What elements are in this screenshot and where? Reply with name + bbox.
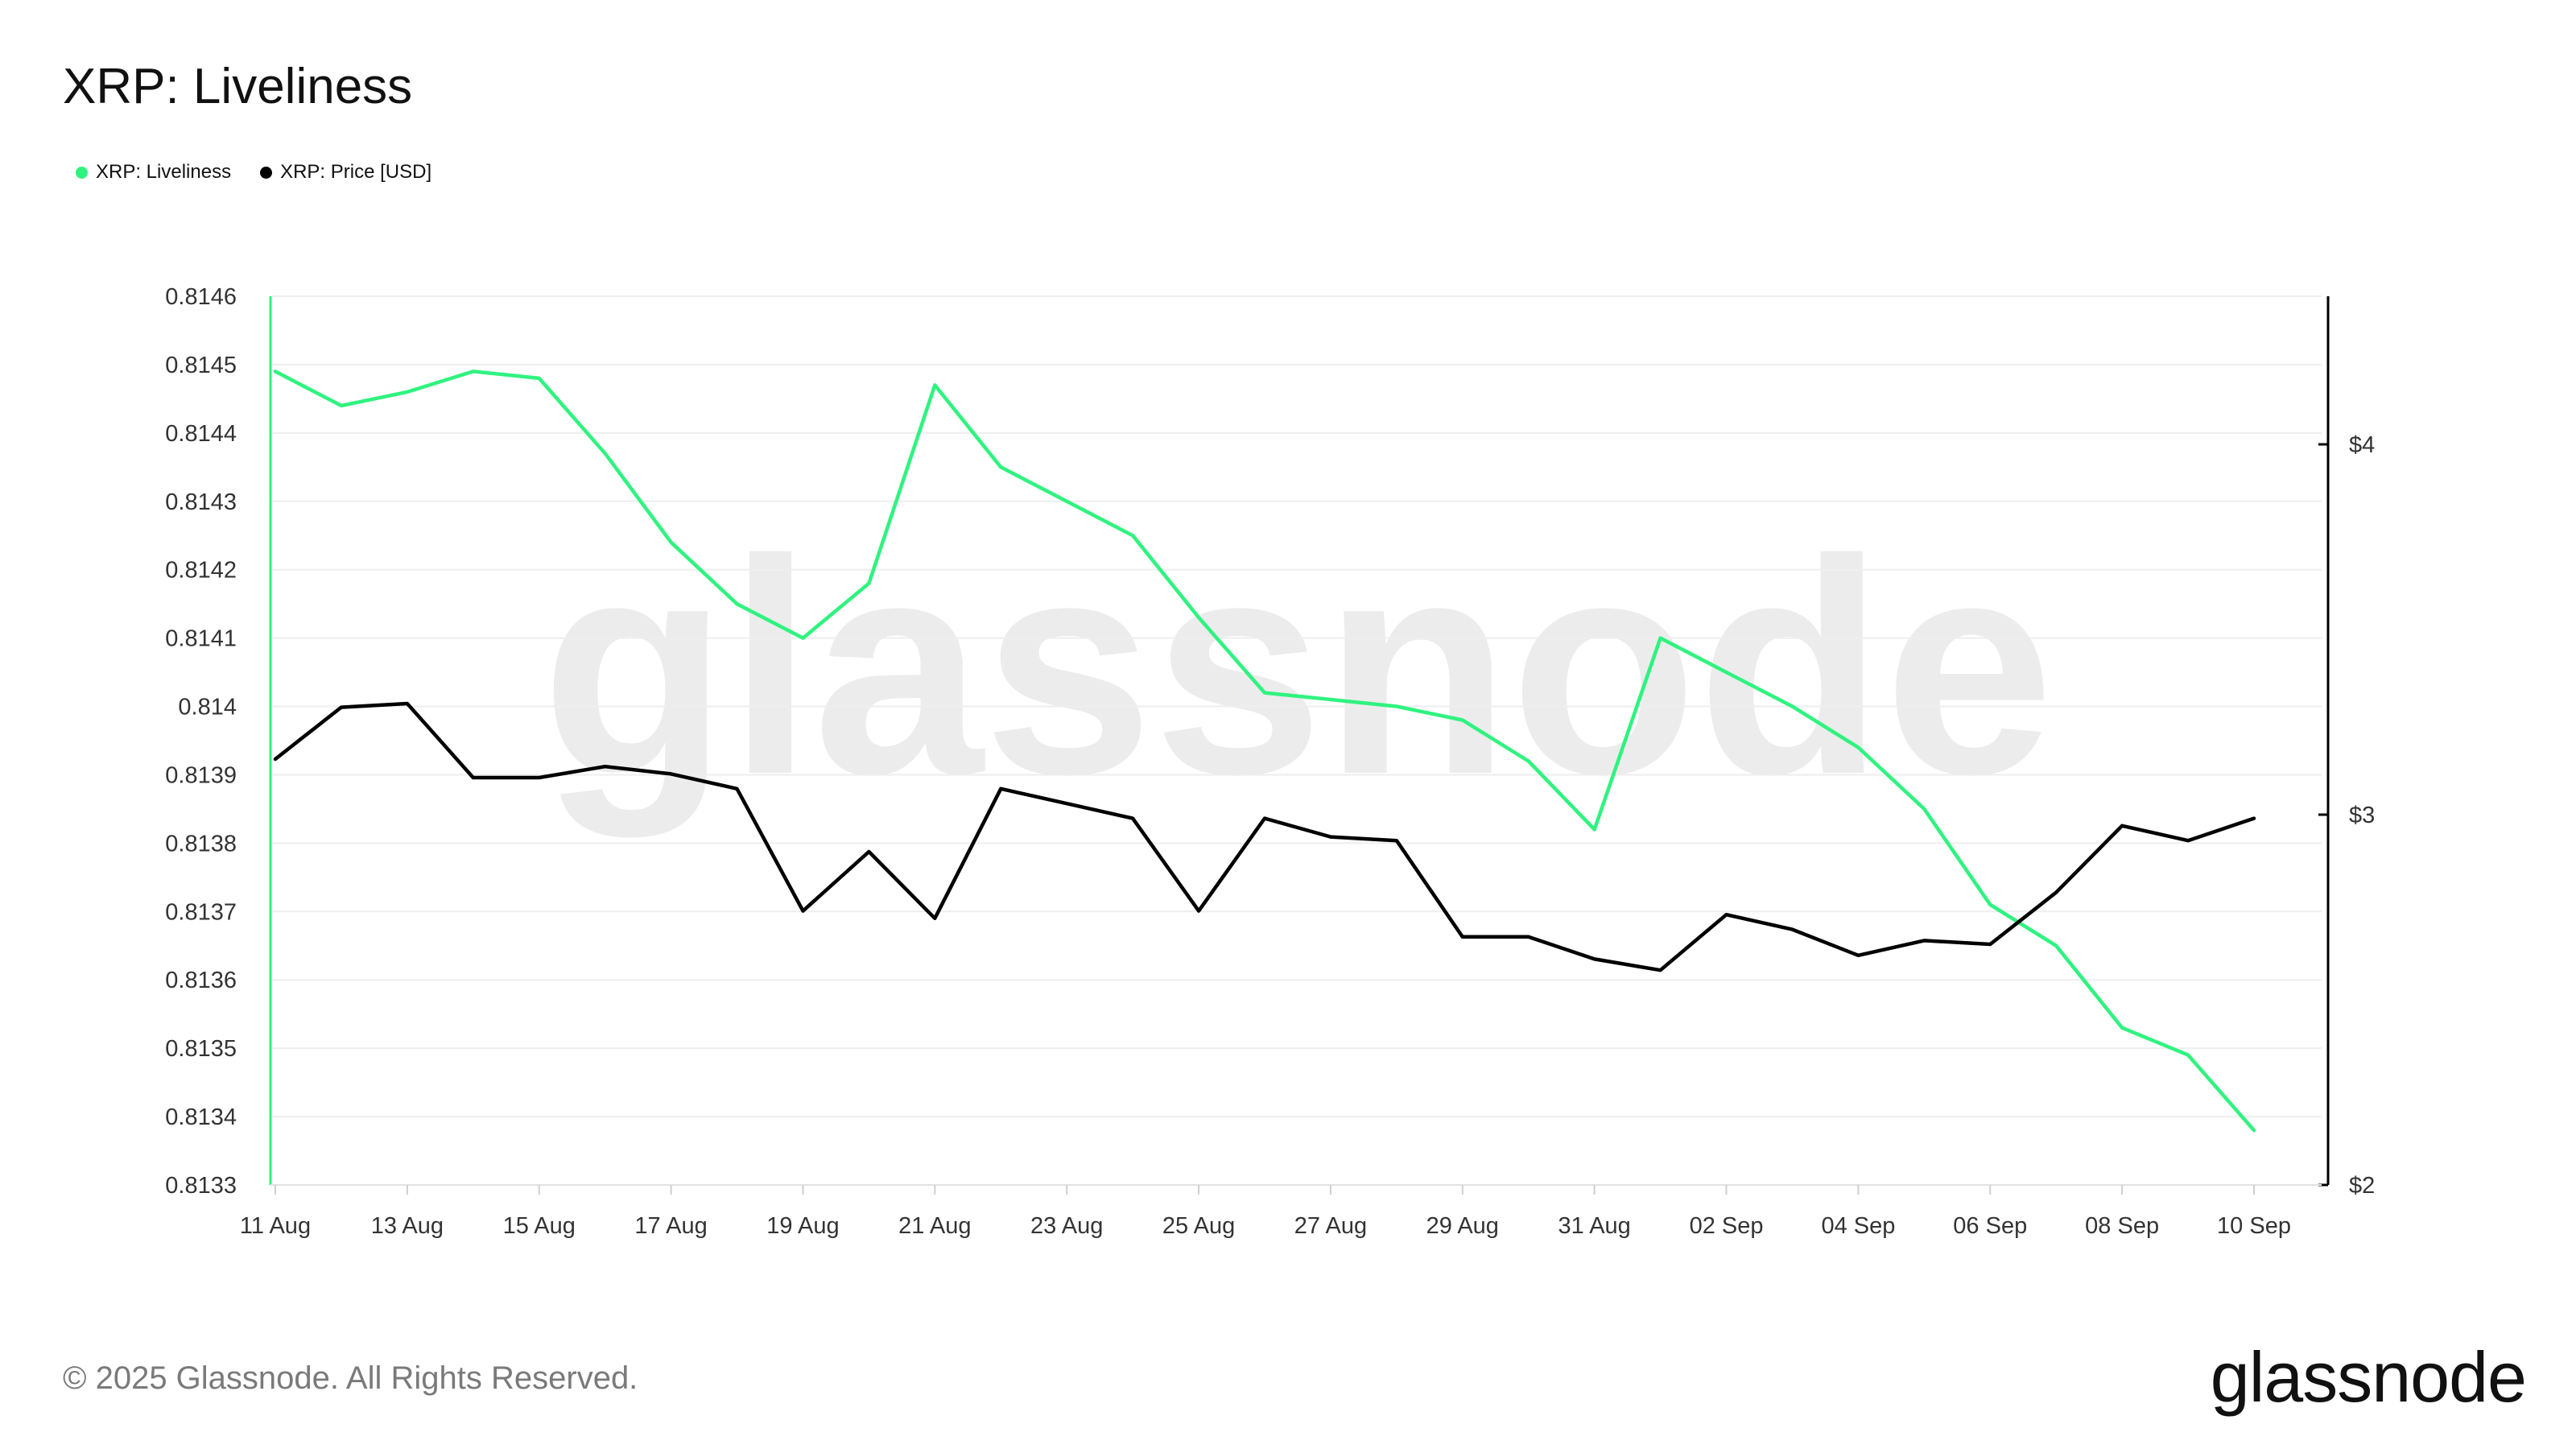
right-axis: $2 $3 $4 bbox=[2318, 296, 2375, 1199]
price-line bbox=[273, 701, 2256, 972]
y-left-tick-label: 0.8136 bbox=[165, 968, 237, 993]
series-lines bbox=[273, 369, 2256, 1133]
x-tick-label: 21 Aug bbox=[898, 1213, 971, 1239]
liveliness-line bbox=[273, 369, 2256, 1133]
legend-dot-liveliness bbox=[76, 166, 88, 179]
glassnode-logo[interactable]: glassnode bbox=[2210, 1337, 2527, 1417]
y-left-tick-label: 0.8145 bbox=[165, 353, 237, 378]
x-tick-label: 15 Aug bbox=[503, 1213, 576, 1239]
x-tick-label: 25 Aug bbox=[1162, 1213, 1235, 1239]
watermark: glassnode bbox=[541, 496, 2054, 840]
x-tick-label: 08 Sep bbox=[2085, 1213, 2159, 1239]
x-tick-label: 31 Aug bbox=[1558, 1213, 1631, 1239]
x-tick-label: 06 Sep bbox=[1953, 1213, 2027, 1239]
y-left-tick-label: 0.8141 bbox=[165, 626, 237, 652]
legend-label-price: XRP: Price [USD] bbox=[280, 161, 432, 183]
chart-title: XRP: Liveliness bbox=[63, 59, 413, 114]
x-tick-label: 29 Aug bbox=[1426, 1213, 1499, 1239]
x-tick-label: 10 Sep bbox=[2217, 1213, 2291, 1239]
x-tick-label: 17 Aug bbox=[634, 1213, 707, 1239]
x-tick-label: 19 Aug bbox=[766, 1213, 839, 1239]
x-axis: 11 Aug 13 Aug 15 Aug 17 Aug 19 Aug 21 Aug 23 A… bbox=[240, 1184, 2322, 1239]
y-left-tick-label: 0.8134 bbox=[165, 1104, 237, 1130]
y-right-tick-label: $4 bbox=[2349, 432, 2375, 458]
chart-legend: XRP: Liveliness XRP: Price [USD] bbox=[76, 161, 431, 184]
legend-item-price[interactable]: XRP: Price [USD] bbox=[260, 161, 431, 184]
left-axis: 0.8133 0.8134 0.8135 0.8136 0.8137 0.8138 0.81… bbox=[165, 284, 272, 1199]
x-tick-label: 04 Sep bbox=[1821, 1213, 1895, 1239]
y-left-tick-label: 0.8143 bbox=[165, 489, 237, 515]
y-left-tick-label: 0.8135 bbox=[165, 1036, 237, 1062]
legend-label-liveliness: XRP: Liveliness bbox=[96, 161, 232, 183]
x-tick-label: 23 Aug bbox=[1030, 1213, 1103, 1239]
copyright-footer: © 2025 Glassnode. All Rights Reserved. bbox=[63, 1360, 638, 1396]
y-left-tick-label: 0.8146 bbox=[165, 284, 237, 310]
y-left-tick-label: 0.8139 bbox=[165, 762, 237, 788]
y-left-tick-label: 0.8137 bbox=[165, 899, 237, 925]
y-left-tick-label: 0.814 bbox=[178, 695, 237, 720]
legend-dot-price bbox=[260, 166, 273, 179]
y-right-tick-label: $2 bbox=[2349, 1173, 2375, 1199]
y-right-tick-label: $3 bbox=[2349, 803, 2375, 828]
x-tick-label: 02 Sep bbox=[1690, 1213, 1764, 1239]
y-left-tick-label: 0.8133 bbox=[165, 1173, 237, 1199]
x-tick-label: 13 Aug bbox=[371, 1213, 444, 1239]
legend-item-liveliness[interactable]: XRP: Liveliness bbox=[76, 161, 231, 184]
x-tick-label: 27 Aug bbox=[1294, 1213, 1367, 1239]
y-left-tick-label: 0.8144 bbox=[165, 421, 237, 447]
y-left-tick-label: 0.8138 bbox=[165, 831, 237, 857]
x-tick-label: 11 Aug bbox=[240, 1213, 311, 1239]
y-left-tick-label: 0.8142 bbox=[165, 558, 237, 584]
